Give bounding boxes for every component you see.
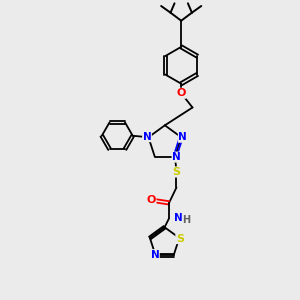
Text: N: N: [174, 213, 183, 223]
Text: N: N: [142, 132, 152, 142]
Text: S: S: [172, 167, 181, 177]
Text: H: H: [182, 214, 190, 224]
Text: N: N: [151, 250, 159, 260]
Text: O: O: [176, 88, 186, 98]
Text: O: O: [146, 195, 156, 205]
Text: N: N: [172, 152, 181, 162]
Text: S: S: [176, 233, 184, 244]
Text: N: N: [178, 132, 187, 142]
